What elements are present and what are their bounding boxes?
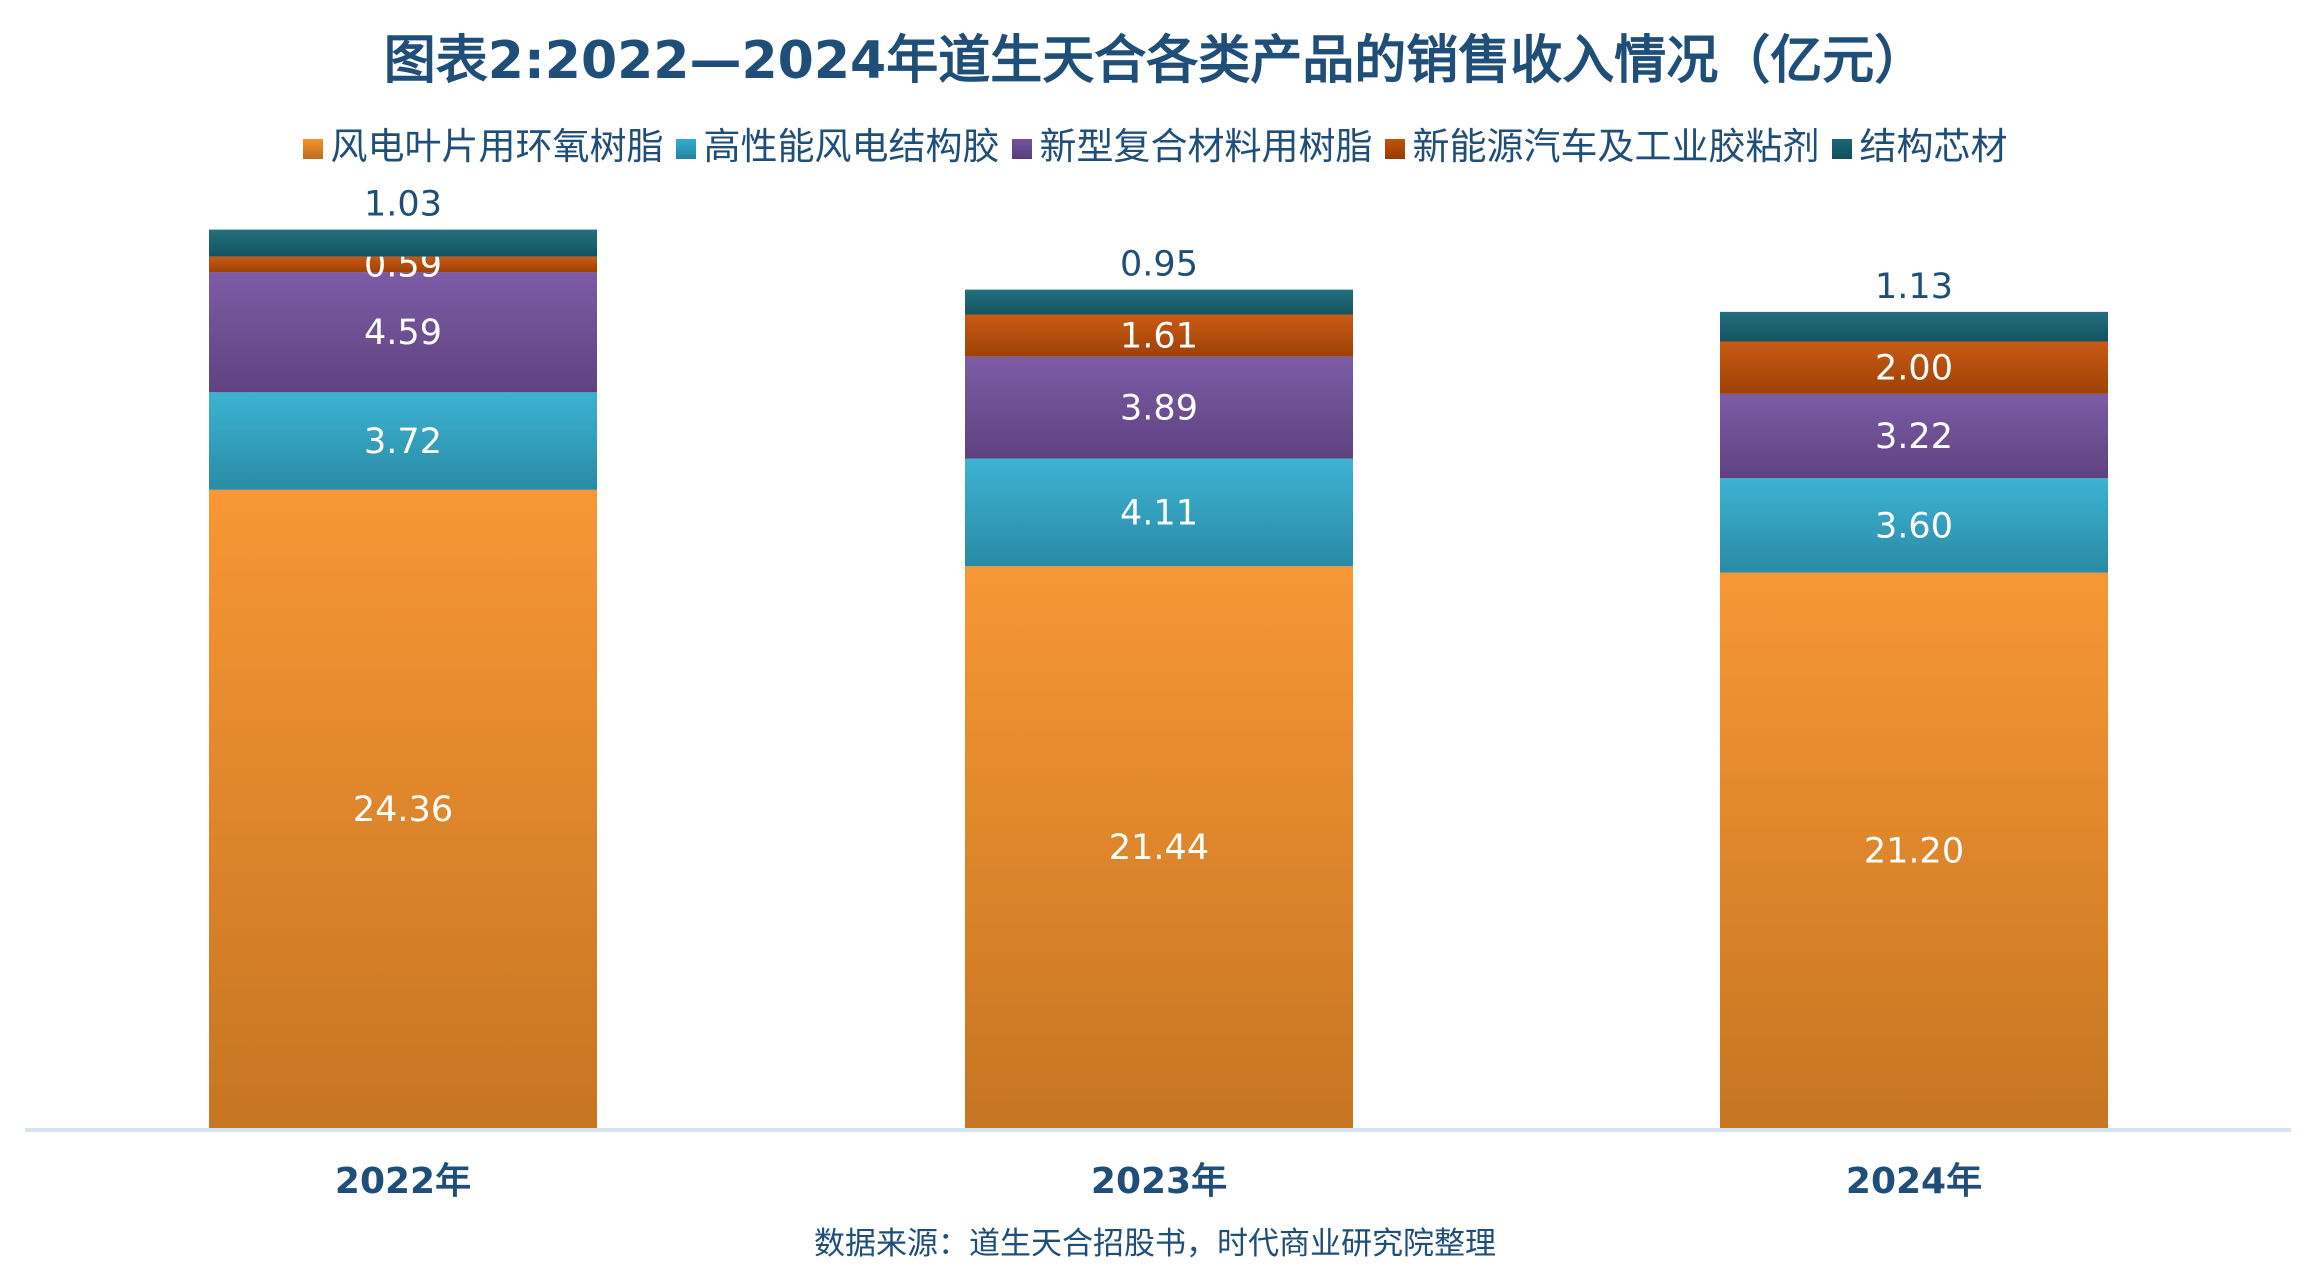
x-tick-label: 2023年 [1091, 1161, 1227, 1202]
data-label: 1.13 [1875, 267, 1953, 307]
bar-segment [209, 489, 597, 1128]
legend-swatch [1384, 138, 1405, 159]
bar-segment [965, 458, 1353, 567]
legend-swatch [302, 138, 323, 159]
bar-segment [965, 356, 1353, 459]
data-label: 4.59 [364, 313, 442, 353]
legend-label: 风电叶片用环氧树脂 [330, 125, 664, 168]
bar-segment [209, 256, 597, 273]
bar-segment [209, 272, 597, 393]
legend: 风电叶片用环氧树脂 高性能风电结构胶 新型复合材料用树脂 新能源汽车及工业胶粘剂 结构芯… [0, 116, 2310, 170]
legend-label: 新能源汽车及工业胶粘剂 [1412, 125, 1820, 168]
data-label: 1.03 [364, 185, 442, 225]
legend-swatch [675, 138, 696, 159]
legend-swatch [1011, 138, 1032, 159]
legend-label: 新型复合材料用树脂 [1039, 125, 1373, 168]
bar-segment [1720, 572, 2108, 1128]
bar-segment [1720, 393, 2108, 479]
bar-segment [965, 314, 1353, 357]
legend-item: 结构芯材 [1831, 116, 2008, 170]
data-label: 24.36 [353, 790, 453, 830]
legend-item: 新型复合材料用树脂 [1011, 116, 1373, 170]
bar-segment [965, 289, 1353, 315]
data-label: 21.20 [1864, 831, 1964, 871]
data-label: 3.22 [1875, 417, 1953, 457]
legend-item: 新能源汽车及工业胶粘剂 [1384, 116, 1820, 170]
x-tick-label: 2022年 [335, 1161, 471, 1202]
data-label: 2.00 [1875, 349, 1953, 389]
legend-label: 结构芯材 [1859, 125, 2008, 168]
bar-segment [965, 566, 1353, 1128]
bar-segment [209, 392, 597, 490]
data-label: 3.89 [1120, 389, 1198, 429]
chart-title: 图表2:2022—2024年道生天合各类产品的销售收入情况（亿元） [383, 31, 1927, 91]
data-label: 0.95 [1120, 245, 1198, 285]
bar-segment [209, 229, 597, 257]
legend-swatch [1831, 138, 1852, 159]
legend-item: 风电叶片用环氧树脂 [302, 116, 664, 170]
data-label: 4.11 [1120, 493, 1198, 533]
legend-label: 高性能风电结构胶 [703, 125, 1000, 168]
x-tick-label: 2024年 [1846, 1161, 1982, 1202]
bar-segment [1720, 478, 2108, 573]
bar-segment [1720, 311, 2108, 342]
legend-item: 高性能风电结构胶 [675, 116, 1000, 170]
data-label: 21.44 [1109, 828, 1209, 868]
source-note: 数据来源：道生天合招股书，时代商业研究院整理 [814, 1226, 1496, 1262]
bar-segment [1720, 341, 2108, 394]
data-label: 3.72 [364, 422, 442, 462]
data-label: 1.61 [1120, 317, 1198, 357]
data-label: 3.60 [1875, 506, 1953, 546]
